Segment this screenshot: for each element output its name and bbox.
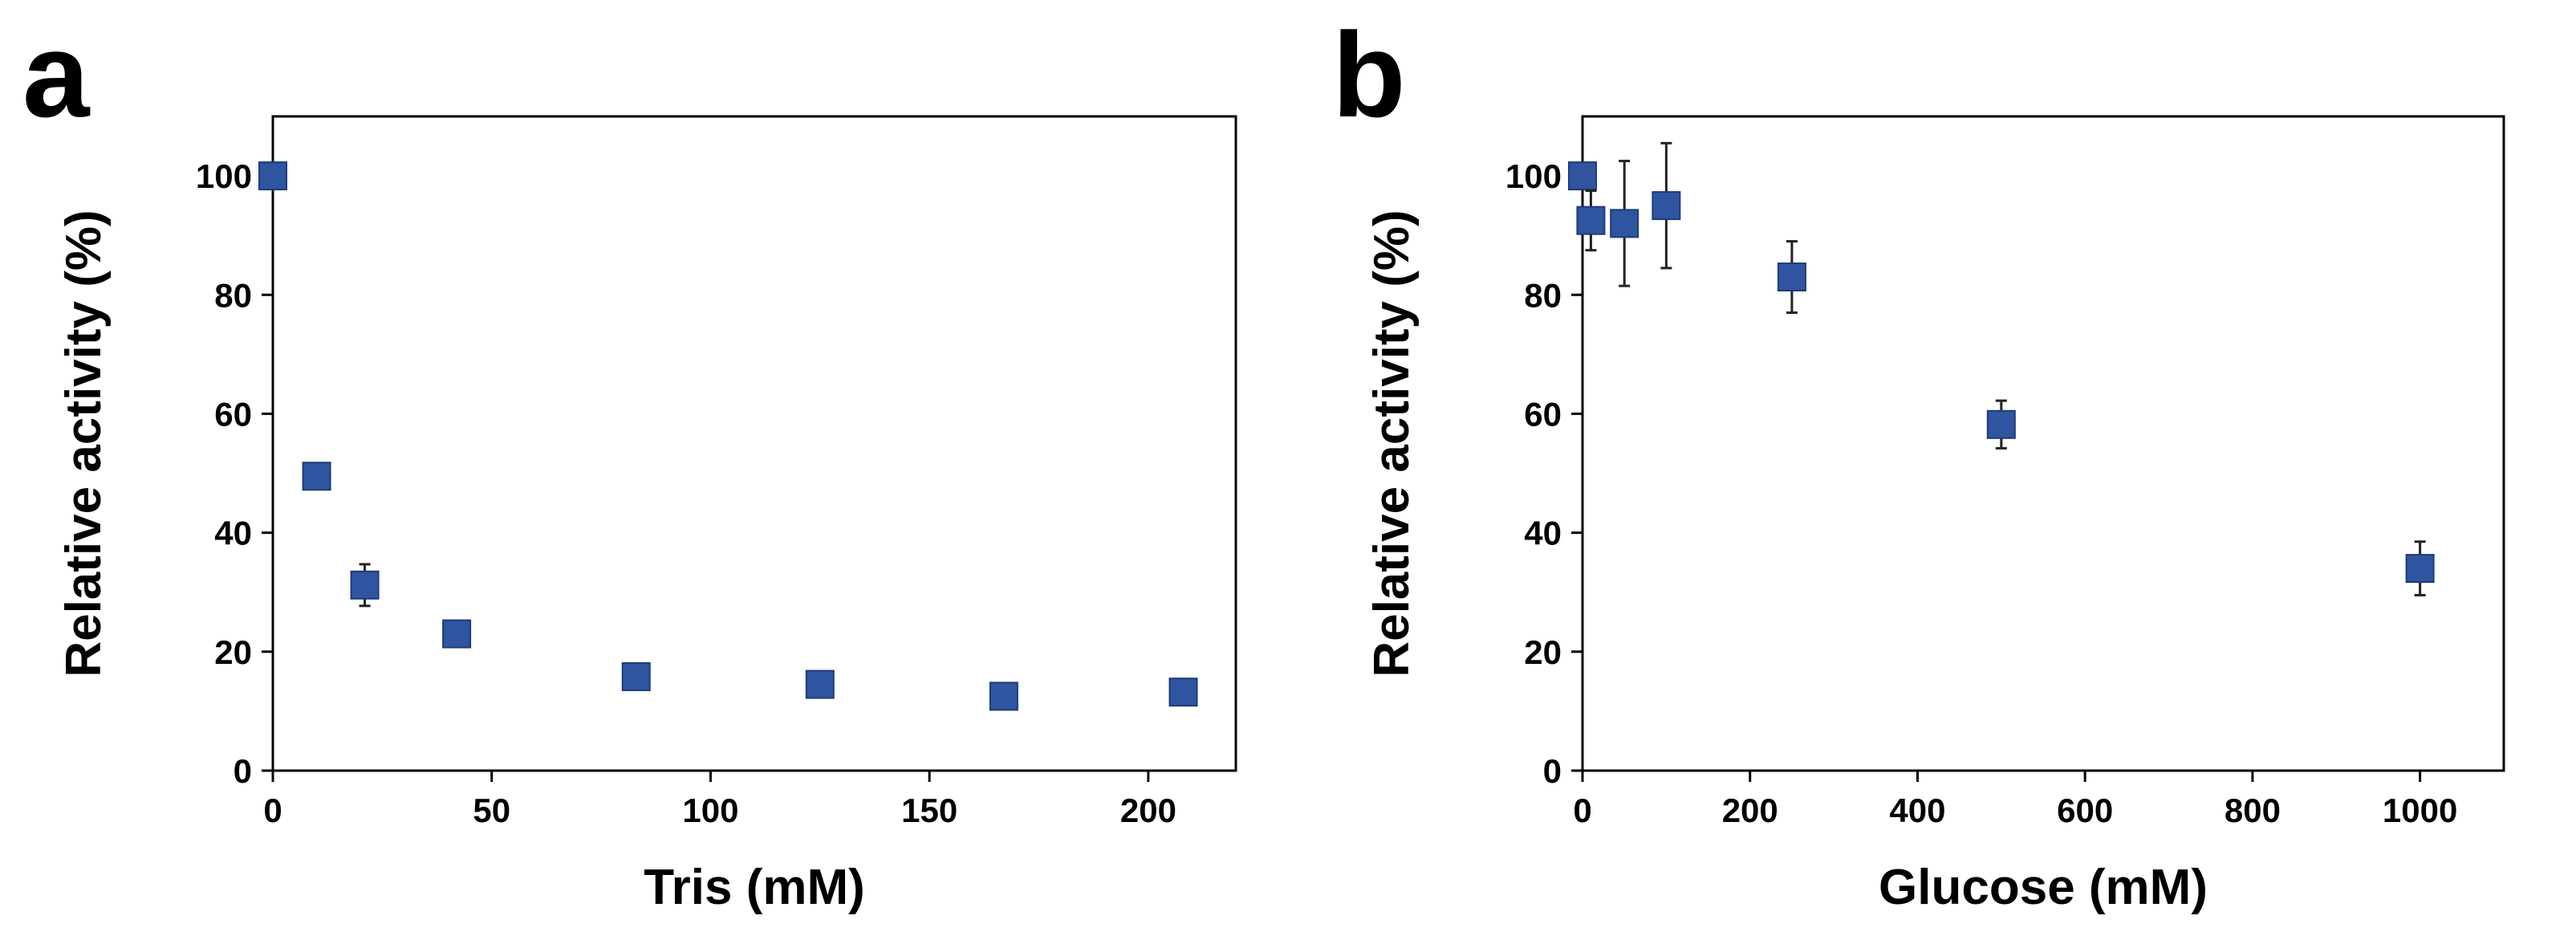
x-tick-label: 0 xyxy=(1573,791,1591,829)
data-point xyxy=(621,661,651,691)
x-tick-label: 200 xyxy=(1722,791,1778,829)
y-tick-label: 100 xyxy=(1505,157,1562,195)
x-tick-label: 0 xyxy=(263,791,282,829)
data-point xyxy=(805,669,835,699)
data-point xyxy=(302,462,331,491)
y-tick-label: 20 xyxy=(1524,633,1562,671)
plot-frame xyxy=(271,115,1237,772)
data-point xyxy=(2405,554,2435,584)
panel-letter: a xyxy=(22,7,91,142)
x-tick-label: 150 xyxy=(901,791,957,829)
y-tick-label: 80 xyxy=(214,276,252,314)
data-point xyxy=(989,682,1018,711)
panel-letter: b xyxy=(1332,7,1406,142)
plot-frame xyxy=(1581,115,2505,772)
y-axis-title: Relative activity (%) xyxy=(1364,210,1420,677)
y-tick-label: 40 xyxy=(214,515,252,552)
data-point xyxy=(350,570,380,600)
data-point xyxy=(1986,409,2016,439)
x-tick-label: 1000 xyxy=(2383,791,2457,829)
y-tick-label: 80 xyxy=(1524,276,1562,314)
data-point xyxy=(1168,678,1198,707)
y-tick-label: 60 xyxy=(1524,395,1562,433)
data-point xyxy=(1568,161,1597,191)
data-point xyxy=(258,161,287,191)
x-tick-label: 800 xyxy=(2225,791,2281,829)
y-tick-label: 100 xyxy=(196,157,252,195)
data-point xyxy=(1777,262,1806,292)
y-tick-label: 40 xyxy=(1524,515,1562,552)
y-axis-title: Relative activity (%) xyxy=(56,210,112,677)
y-tick-label: 0 xyxy=(234,752,252,790)
y-tick-label: 60 xyxy=(214,395,252,433)
data-point xyxy=(1576,205,1606,235)
data-point xyxy=(1652,191,1681,221)
x-tick-label: 100 xyxy=(682,791,738,829)
panel-a: a 0 20 40 60 80 100 0 50 100 150 200 Tris (mM) Relati… xyxy=(22,7,1237,915)
data-point xyxy=(442,619,472,649)
x-tick-label: 400 xyxy=(1889,791,1945,829)
x-axis-title: Glucose (mM) xyxy=(1879,860,2208,915)
x-axis-title: Tris (mM) xyxy=(644,860,865,915)
x-tick-label: 600 xyxy=(2057,791,2113,829)
data-point xyxy=(1610,209,1639,238)
y-tick-label: 20 xyxy=(214,633,252,671)
x-tick-label: 50 xyxy=(473,791,510,829)
x-tick-label: 200 xyxy=(1120,791,1176,829)
y-tick-label: 0 xyxy=(1543,752,1562,790)
